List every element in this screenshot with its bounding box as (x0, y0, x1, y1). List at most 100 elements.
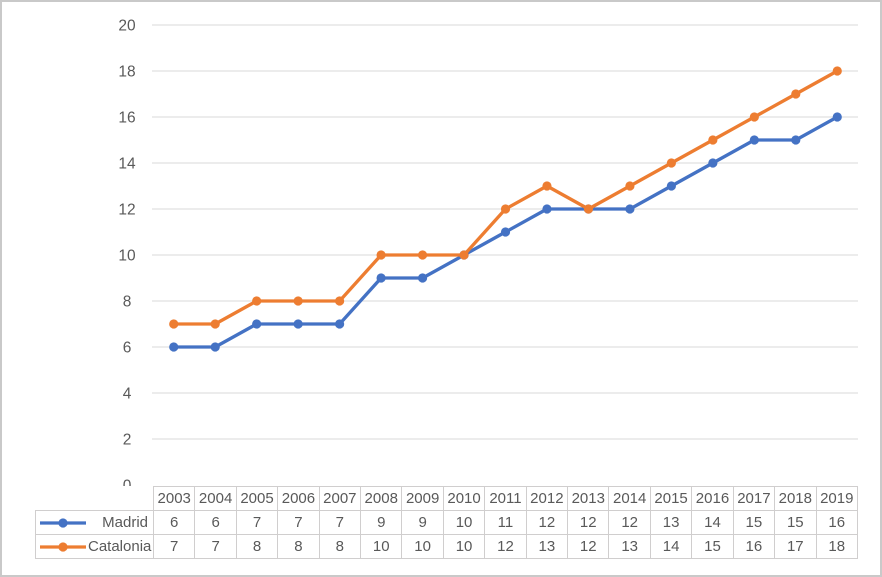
value-cell-madrid: 10 (442, 510, 486, 535)
y-axis-tick-label: 0 (123, 478, 132, 487)
madrid-marker (666, 181, 676, 191)
value-cell-madrid: 12 (608, 510, 651, 535)
madrid-marker (169, 342, 179, 352)
data-table: 2003 2004 2005 2006 2007 2008 2009 2010 2011 2012… (35, 486, 858, 559)
value-cell-madrid: 15 (732, 510, 776, 535)
table-row-catalonia: Catalonia 7 7 8 8 8 10 10 10 12 13 12 13 14 15 16 17 18 (35, 534, 858, 559)
value-cell-catalonia: 15 (691, 534, 734, 559)
catalonia-line (172, 69, 839, 326)
value-cell-madrid: 7 (318, 510, 362, 535)
madrid-marker (417, 273, 428, 283)
legend-cell-madrid: Madrid (35, 510, 154, 535)
table-header-row: 2003 2004 2005 2006 2007 2008 2009 2010 2011 2012… (36, 486, 858, 511)
year-header-cell: 2005 (235, 486, 279, 511)
y-axis-tick-label: 2 (123, 432, 132, 449)
madrid-marker (335, 319, 345, 329)
madrid-marker (832, 112, 842, 122)
value-cell-catalonia: 7 (152, 534, 196, 559)
catalonia-marker (542, 181, 552, 191)
catalonia-marker (169, 319, 179, 329)
year-header-cell: 2003 (152, 486, 196, 511)
catalonia-marker (335, 296, 345, 306)
year-header-cell: 2007 (318, 486, 362, 511)
y-axis-tick-label: 4 (123, 386, 132, 403)
value-cell-madrid: 12 (567, 510, 610, 535)
madrid-legend-key (40, 517, 86, 528)
year-header-cell: 2016 (691, 486, 734, 511)
value-cell-madrid: 16 (815, 510, 858, 535)
value-cell-madrid: 9 (401, 510, 444, 535)
catalonia-marker (791, 89, 801, 99)
catalonia-marker (459, 250, 469, 260)
y-axis-tick-label: 14 (118, 156, 136, 173)
plot-area: 0 2 4 6 8 10 12 14 16 18 20 (118, 18, 858, 487)
value-cell-catalonia: 18 (815, 534, 858, 559)
madrid-legend-marker (58, 517, 68, 528)
catalonia-marker (293, 296, 303, 306)
catalonia-marker (376, 250, 386, 260)
value-cell-madrid: 6 (194, 510, 237, 535)
year-header-cell: 2011 (484, 486, 527, 511)
value-cell-madrid: 9 (360, 510, 403, 535)
year-header-cell: 2018 (774, 486, 817, 511)
y-axis-tick-label: 6 (123, 340, 132, 357)
value-cell-catalonia: 13 (525, 534, 569, 559)
y-axis-tick-label: 12 (118, 202, 135, 219)
year-header-cell: 2013 (567, 486, 610, 511)
catalonia-marker (252, 296, 262, 306)
madrid-marker (210, 342, 220, 352)
madrid-marker (500, 227, 511, 237)
value-cell-catalonia: 8 (318, 534, 362, 559)
value-cell-madrid: 7 (277, 510, 320, 535)
catalonia-marker (417, 250, 428, 260)
catalonia-marker (749, 112, 759, 122)
madrid-marker (252, 319, 262, 329)
value-cell-catalonia: 12 (484, 534, 527, 559)
y-axis-tick-label: 10 (118, 248, 136, 265)
year-header-cell: 2010 (442, 486, 486, 511)
value-cell-catalonia: 10 (442, 534, 486, 559)
value-cell-catalonia: 13 (608, 534, 651, 559)
catalonia-marker (666, 158, 676, 168)
legend-label-catalonia: Catalonia (88, 538, 152, 555)
catalonia-marker (583, 204, 594, 214)
y-axis-tick-label: 16 (118, 110, 135, 127)
catalonia-marker (625, 181, 635, 191)
y-axis-tick-label: 20 (118, 18, 136, 35)
value-cell-catalonia: 7 (194, 534, 237, 559)
table-corner-cell (36, 487, 154, 511)
year-header-cell: 2012 (525, 486, 569, 511)
value-cell-catalonia: 16 (732, 534, 776, 559)
madrid-marker (749, 135, 759, 145)
value-cell-catalonia: 17 (774, 534, 817, 559)
legend-cell-catalonia: Catalonia (35, 534, 154, 559)
value-cell-catalonia: 10 (360, 534, 403, 559)
value-cell-catalonia: 8 (277, 534, 320, 559)
value-cell-catalonia: 8 (235, 534, 279, 559)
madrid-marker (708, 158, 718, 168)
madrid-marker (625, 204, 635, 214)
catalonia-legend-key (40, 541, 86, 552)
madrid-marker (542, 204, 552, 214)
value-cell-madrid: 11 (484, 510, 527, 535)
value-cell-madrid: 7 (235, 510, 279, 535)
catalonia-marker (708, 135, 718, 145)
table-row-madrid: Madrid 6 6 7 7 7 9 9 10 11 12 12 12 13 14 15 15 16 (35, 510, 858, 535)
year-header-cell: 2015 (649, 486, 693, 511)
value-cell-madrid: 12 (525, 510, 569, 535)
catalonia-legend-marker (58, 541, 68, 552)
catalonia-marker (832, 66, 842, 76)
year-header-cell: 2009 (401, 486, 444, 511)
year-header-cell: 2017 (732, 486, 776, 511)
y-axis-tick-label: 8 (123, 294, 132, 311)
value-cell-catalonia: 12 (567, 534, 610, 559)
madrid-marker (293, 319, 303, 329)
year-header-cell: 2019 (815, 486, 858, 511)
legend-label-madrid: Madrid (102, 514, 148, 531)
value-cell-madrid: 15 (774, 510, 817, 535)
year-header-cell: 2008 (360, 486, 403, 511)
catalonia-marker (210, 319, 220, 329)
year-header-cell: 2004 (194, 486, 237, 511)
value-cell-catalonia: 10 (401, 534, 444, 559)
